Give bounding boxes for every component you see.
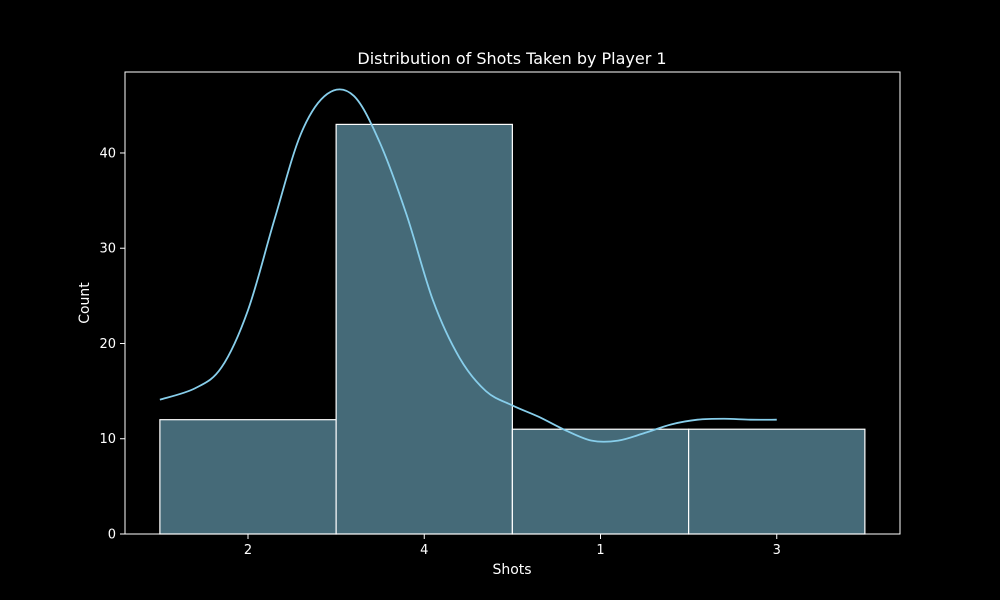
y-tick-label: 30 [99,242,116,257]
bar-3 [688,428,866,535]
plot-frame [124,71,901,535]
bars-group [159,123,866,535]
axes-group: 0 10 20 30 40 2 4 1 3 [99,71,901,558]
x-axis-label: Shots [492,562,531,578]
kde-group [159,88,777,443]
bar-4 [335,123,513,535]
y-tick-label: 40 [99,146,116,161]
y-axis-label: Count [77,282,93,324]
y-tick-label: 0 [108,528,116,543]
kde-line [159,88,777,443]
bar-1 [511,428,690,535]
x-tick-label: 4 [420,543,428,558]
x-tick-label: 1 [596,543,604,558]
x-tick-label: 3 [773,543,781,558]
y-tick-label: 20 [99,337,116,352]
x-tick-label: 2 [244,543,252,558]
bar-2 [159,419,337,535]
y-tick-label: 10 [99,432,116,447]
chart-title: Distribution of Shots Taken by Player 1 [357,49,666,68]
